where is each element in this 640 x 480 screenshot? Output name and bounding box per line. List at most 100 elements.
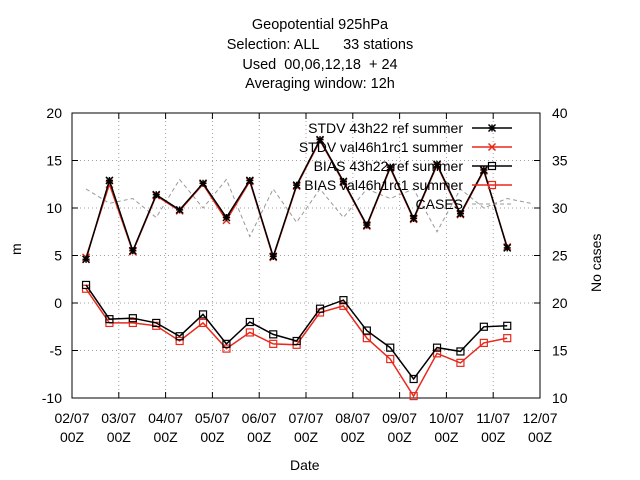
legend-label-2: BIAS 43h22 ref summer bbox=[314, 158, 464, 174]
y-tick-label: -10 bbox=[42, 390, 62, 406]
series-2-point bbox=[152, 318, 161, 328]
x-tick-label: 08/07 bbox=[335, 410, 370, 426]
x-tick-label-time: 00Z bbox=[481, 429, 506, 445]
series-2-point bbox=[456, 347, 465, 356]
y-tick-label: 10 bbox=[46, 200, 62, 216]
y2-tick-label: 20 bbox=[552, 295, 568, 311]
chart-title-line-2: Selection: ALL 33 stations bbox=[226, 37, 414, 53]
x-tick-label: 03/07 bbox=[101, 410, 136, 426]
series-0-point bbox=[339, 177, 348, 186]
series-line-2 bbox=[85, 284, 508, 381]
series-2-point bbox=[105, 315, 114, 324]
x-tick-label-time: 00Z bbox=[247, 429, 272, 445]
series-0-point bbox=[128, 246, 137, 255]
series-0-point bbox=[245, 176, 254, 185]
legend-marker-1 bbox=[487, 142, 497, 152]
x-tick-label: 02/07 bbox=[54, 410, 89, 426]
series-3-point bbox=[222, 344, 231, 353]
legend-marker-3 bbox=[487, 180, 497, 190]
series-3-point bbox=[362, 334, 371, 343]
series-0-point bbox=[152, 190, 161, 199]
series-0-point bbox=[362, 221, 371, 230]
series-0-point bbox=[175, 205, 184, 214]
series-0-point bbox=[82, 255, 91, 264]
series-0-point bbox=[386, 163, 395, 172]
series-2-point bbox=[175, 332, 184, 341]
series-0-point bbox=[105, 176, 114, 185]
x-tick-label-time: 00Z bbox=[388, 429, 413, 445]
y-tick-label: -5 bbox=[50, 343, 63, 359]
series-2-point bbox=[386, 343, 395, 352]
series-line-4 bbox=[85, 178, 531, 238]
series-2-point bbox=[362, 326, 371, 335]
series-2-point bbox=[432, 343, 442, 352]
x-tick-label: 11/07 bbox=[476, 410, 510, 426]
series-0-point bbox=[199, 179, 208, 188]
x-tick-label-time: 00Z bbox=[107, 429, 132, 445]
legend-label-3: BIAS val46h1rc1 summer bbox=[304, 177, 463, 193]
x-tick-label-time: 00Z bbox=[528, 429, 553, 445]
x-axis-label: Date bbox=[290, 457, 320, 473]
series-2-point bbox=[198, 310, 208, 319]
series-2-point bbox=[409, 374, 418, 384]
series-2-point bbox=[315, 304, 325, 313]
series-line-3 bbox=[85, 288, 508, 398]
series-2-point bbox=[339, 296, 348, 305]
y2-tick-label: 15 bbox=[552, 343, 568, 359]
series-3-point bbox=[479, 338, 488, 347]
x-tick-label: 10/07 bbox=[429, 410, 464, 426]
y-tick-label: 5 bbox=[54, 248, 62, 264]
series-0-point bbox=[316, 135, 325, 144]
series-3-point bbox=[245, 328, 254, 337]
series-3-point bbox=[456, 358, 465, 367]
series-3-point bbox=[175, 336, 184, 346]
chart-title-line-1: Geopotential 925hPa bbox=[251, 17, 389, 33]
legend-label-1: STDV val46h1rc1 summer bbox=[299, 139, 464, 155]
x-tick-label: 04/07 bbox=[148, 410, 183, 426]
chart-title-line-3: Used 00,06,12,18 + 24 bbox=[242, 57, 398, 73]
series-3-point bbox=[409, 392, 418, 401]
series-0-point bbox=[222, 213, 231, 222]
legend-label-0: STDV 43h22 ref summer bbox=[308, 120, 463, 136]
y2-tick-label: 40 bbox=[552, 105, 568, 121]
series-2-point bbox=[269, 330, 278, 339]
legend-label-4: CASES bbox=[416, 196, 463, 212]
y-tick-label: 0 bbox=[54, 295, 62, 311]
y-tick-label: 15 bbox=[46, 153, 62, 169]
x-tick-label: 06/07 bbox=[242, 410, 277, 426]
x-tick-label: 07/07 bbox=[288, 410, 323, 426]
y-tick-label: 20 bbox=[46, 105, 62, 121]
chart-title-line-4: Averaging window: 12h bbox=[245, 76, 395, 92]
series-2-point bbox=[245, 317, 254, 327]
x-tick-label: 09/07 bbox=[382, 410, 417, 426]
x-tick-label-time: 00Z bbox=[341, 429, 366, 445]
series-0-point bbox=[503, 243, 512, 252]
plot-frame bbox=[71, 112, 541, 399]
series-0-point bbox=[269, 252, 278, 261]
series-0-point bbox=[409, 214, 418, 223]
y2-tick-label: 30 bbox=[552, 200, 568, 216]
y2-tick-label: 10 bbox=[552, 390, 568, 406]
series-0-point bbox=[456, 209, 465, 218]
series-0-point bbox=[479, 165, 488, 175]
y2-tick-label: 25 bbox=[552, 248, 568, 264]
series-2-point bbox=[222, 339, 231, 348]
series-0-point bbox=[292, 181, 301, 190]
x-tick-label-time: 00Z bbox=[434, 429, 459, 445]
series-2-point bbox=[128, 314, 137, 323]
x-tick-label-time: 00Z bbox=[200, 429, 225, 445]
legend-marker-2 bbox=[487, 161, 497, 171]
series-2-point bbox=[503, 321, 512, 330]
series-2-point bbox=[479, 322, 488, 331]
x-tick-label-time: 00Z bbox=[154, 429, 179, 445]
series-3-point bbox=[386, 354, 395, 364]
x-tick-label-time: 00Z bbox=[60, 429, 85, 445]
x-tick-label: 05/07 bbox=[195, 410, 230, 426]
x-tick-label-time: 00Z bbox=[294, 429, 319, 445]
y2-tick-label: 35 bbox=[552, 153, 568, 169]
series-3-point bbox=[198, 318, 208, 328]
series-2-point bbox=[292, 336, 301, 346]
series-3-point bbox=[503, 334, 512, 343]
series-2-point bbox=[81, 280, 91, 290]
